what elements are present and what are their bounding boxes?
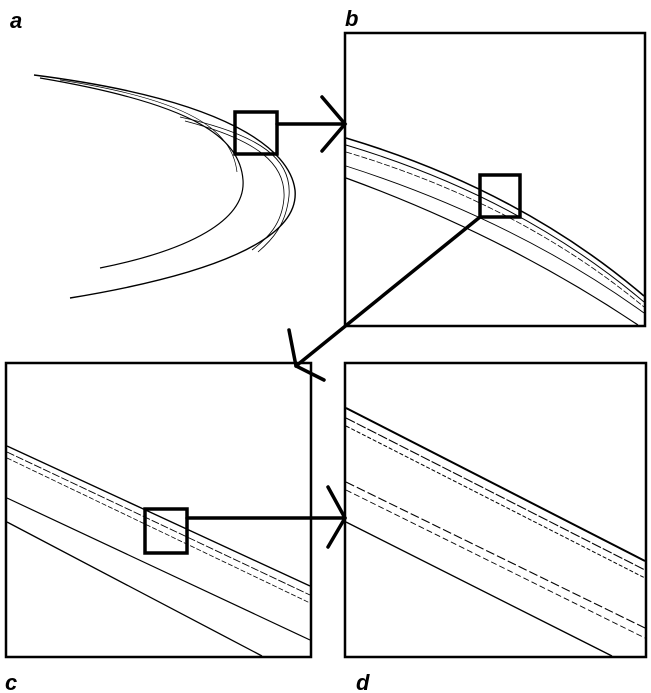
b-line-5 xyxy=(345,177,639,326)
arrow-b-to-c xyxy=(287,215,482,382)
d-line-1 xyxy=(345,407,646,562)
panel-label-a: a xyxy=(10,8,22,33)
b-line-1 xyxy=(345,137,645,297)
c-line-4 xyxy=(6,497,311,641)
panel-a xyxy=(33,74,296,299)
c-line-1 xyxy=(6,445,311,587)
c-line-3 xyxy=(6,457,311,604)
panel-c xyxy=(4,361,313,659)
d-line-6 xyxy=(345,521,613,657)
curve-strand-3 xyxy=(59,79,238,173)
panel-b xyxy=(343,31,647,328)
curve-strand-1 xyxy=(179,116,290,253)
arrow-c-to-d xyxy=(185,485,348,549)
c-line-2 xyxy=(6,451,311,596)
arrow-a-to-b xyxy=(275,95,348,153)
curve-outer xyxy=(33,74,296,299)
zoom-box-c xyxy=(143,507,189,555)
c-line-5 xyxy=(6,521,263,657)
d-line-4 xyxy=(345,481,646,629)
d-line-3 xyxy=(345,425,646,579)
panel-label-d: d xyxy=(356,670,370,693)
zoom-box-b xyxy=(478,173,522,219)
panel-b-frame xyxy=(343,31,647,328)
b-line-2 xyxy=(345,144,645,303)
panel-c-frame xyxy=(4,361,313,659)
d-line-2 xyxy=(345,417,646,571)
panel-label-b: b xyxy=(345,6,358,31)
panel-d-frame xyxy=(343,361,648,659)
zoom-box-a xyxy=(233,110,279,156)
b-line-4 xyxy=(345,165,645,314)
curve-strand-2 xyxy=(184,120,285,251)
panel-d xyxy=(343,361,648,659)
d-line-5 xyxy=(345,489,646,639)
panel-label-c: c xyxy=(5,670,17,693)
curve-inner xyxy=(39,77,244,269)
